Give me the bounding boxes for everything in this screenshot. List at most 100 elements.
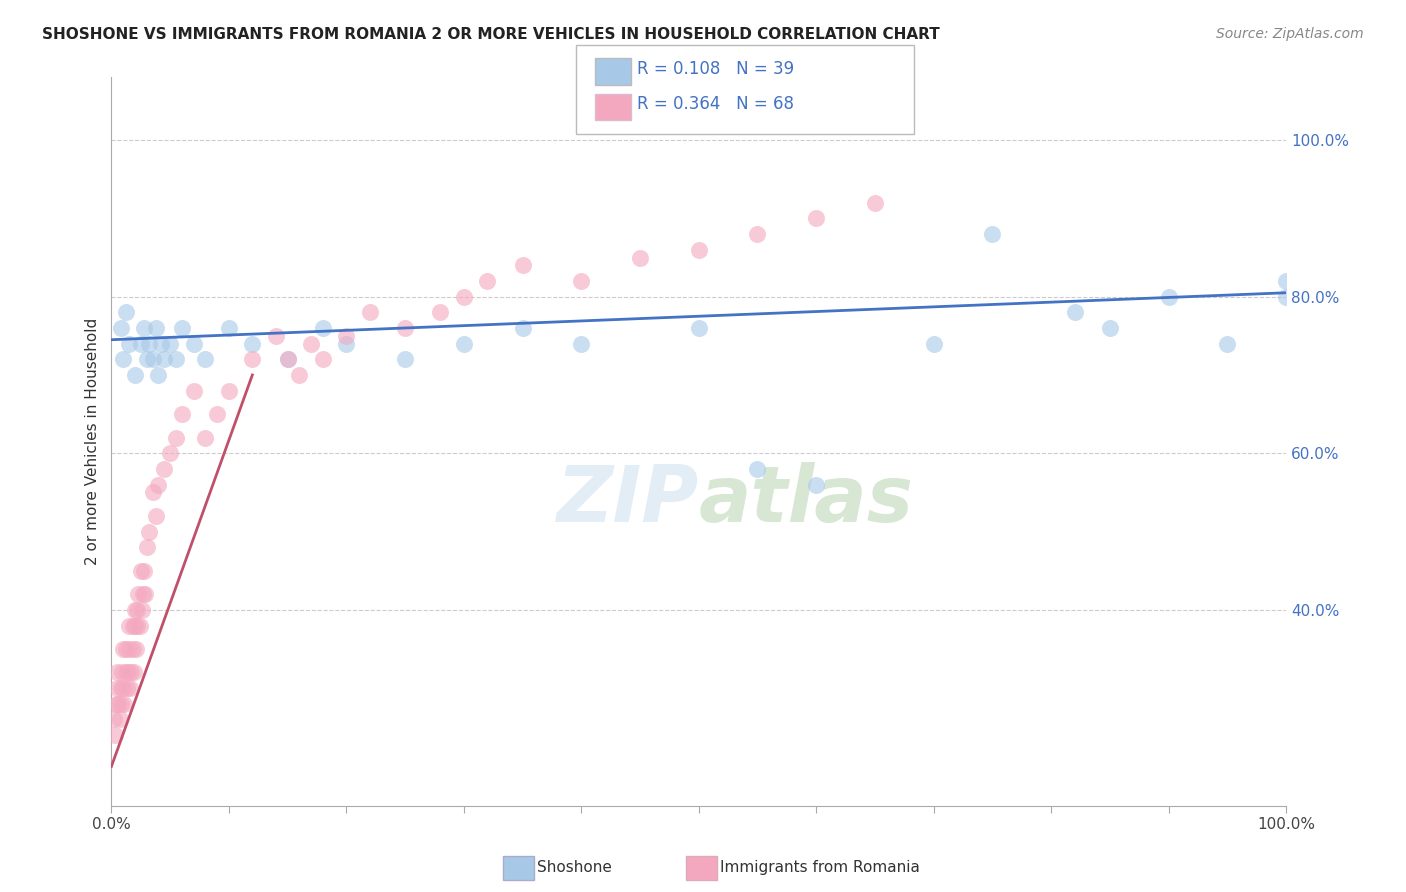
- Text: SHOSHONE VS IMMIGRANTS FROM ROMANIA 2 OR MORE VEHICLES IN HOUSEHOLD CORRELATION : SHOSHONE VS IMMIGRANTS FROM ROMANIA 2 OR…: [42, 27, 941, 42]
- Point: [141, 485, 163, 500]
- Y-axis label: 2 or more Vehicles in Household: 2 or more Vehicles in Household: [86, 318, 100, 566]
- Point: [1275, 274, 1298, 288]
- Point: [112, 352, 135, 367]
- Point: [159, 446, 181, 460]
- Text: Immigrants from Romania: Immigrants from Romania: [720, 861, 920, 875]
- Text: Source: ZipAtlas.com: Source: ZipAtlas.com: [1216, 27, 1364, 41]
- Point: [1216, 336, 1239, 351]
- Point: [183, 336, 205, 351]
- Point: [111, 665, 134, 680]
- Point: [121, 618, 143, 632]
- Point: [170, 321, 193, 335]
- Point: [114, 305, 136, 319]
- Point: [159, 336, 181, 351]
- Point: [110, 681, 132, 695]
- Point: [153, 462, 176, 476]
- Point: [1063, 305, 1085, 319]
- Point: [112, 642, 135, 657]
- Text: R = 0.108   N = 39: R = 0.108 N = 39: [637, 60, 794, 78]
- Point: [153, 352, 176, 367]
- Point: [165, 431, 187, 445]
- Point: [335, 336, 357, 351]
- Point: [105, 681, 128, 695]
- Point: [120, 681, 142, 695]
- Point: [218, 384, 240, 398]
- Point: [120, 665, 142, 680]
- Point: [288, 368, 311, 382]
- Point: [124, 368, 146, 382]
- Point: [134, 564, 156, 578]
- Point: [110, 697, 132, 711]
- Point: [118, 618, 141, 632]
- Text: Shoshone: Shoshone: [537, 861, 612, 875]
- Text: atlas: atlas: [699, 462, 914, 538]
- Point: [359, 305, 381, 319]
- Point: [394, 321, 416, 335]
- Point: [804, 211, 827, 226]
- Point: [141, 352, 163, 367]
- Point: [194, 352, 217, 367]
- Point: [569, 336, 592, 351]
- Point: [688, 321, 710, 335]
- Point: [194, 431, 217, 445]
- Point: [277, 352, 299, 367]
- Point: [628, 251, 651, 265]
- Point: [429, 305, 451, 319]
- Point: [922, 336, 945, 351]
- Point: [240, 336, 263, 351]
- Point: [145, 321, 167, 335]
- Point: [108, 713, 131, 727]
- Point: [165, 352, 187, 367]
- Point: [128, 618, 150, 632]
- Point: [121, 642, 143, 657]
- Point: [124, 618, 146, 632]
- Point: [688, 243, 710, 257]
- Point: [205, 407, 228, 421]
- Point: [118, 336, 141, 351]
- Point: [134, 321, 156, 335]
- Point: [118, 642, 141, 657]
- Point: [312, 352, 335, 367]
- Point: [981, 227, 1004, 241]
- Point: [149, 336, 172, 351]
- Point: [135, 352, 157, 367]
- Point: [512, 321, 534, 335]
- Point: [1098, 321, 1121, 335]
- Point: [453, 290, 475, 304]
- Point: [312, 321, 335, 335]
- Point: [453, 336, 475, 351]
- Point: [138, 524, 160, 539]
- Point: [148, 368, 170, 382]
- Point: [240, 352, 263, 367]
- Point: [335, 328, 357, 343]
- Point: [104, 728, 127, 742]
- Point: [124, 603, 146, 617]
- Point: [134, 587, 156, 601]
- Point: [145, 508, 167, 523]
- Point: [127, 618, 149, 632]
- Point: [477, 274, 499, 288]
- Point: [170, 407, 193, 421]
- Point: [127, 587, 149, 601]
- Point: [112, 697, 135, 711]
- Point: [138, 336, 160, 351]
- Point: [127, 603, 149, 617]
- Point: [129, 564, 152, 578]
- Point: [863, 195, 886, 210]
- Text: ZIP: ZIP: [557, 462, 699, 538]
- Point: [569, 274, 592, 288]
- Point: [110, 321, 132, 335]
- Point: [747, 462, 769, 476]
- Point: [148, 477, 170, 491]
- Point: [105, 665, 128, 680]
- Point: [804, 477, 827, 491]
- Point: [277, 352, 299, 367]
- Point: [117, 665, 139, 680]
- Point: [1275, 290, 1298, 304]
- Point: [105, 697, 128, 711]
- Point: [394, 352, 416, 367]
- Point: [747, 227, 769, 241]
- Point: [131, 603, 153, 617]
- Point: [135, 540, 157, 554]
- Point: [122, 665, 145, 680]
